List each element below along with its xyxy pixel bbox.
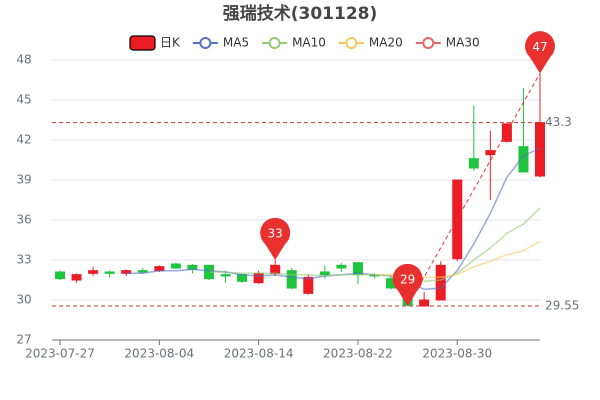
candle-body — [485, 150, 496, 156]
x-tick-label: 2023-08-30 — [422, 347, 492, 361]
y-tick-label: 36 — [16, 213, 31, 227]
y-tick-label: 42 — [16, 133, 31, 147]
candle-body — [319, 271, 330, 276]
y-tick-label: 48 — [16, 53, 31, 67]
pin-label: 29 — [400, 273, 415, 287]
pin — [525, 31, 555, 74]
candle-body — [270, 264, 281, 274]
candle-body — [170, 263, 181, 269]
candle-body — [286, 270, 297, 289]
ma-line — [209, 207, 541, 283]
x-tick-label: 2023-08-22 — [323, 347, 393, 361]
x-tick-label: 2023-08-14 — [224, 347, 294, 361]
pin — [392, 263, 423, 306]
candle-body — [220, 274, 231, 277]
candle-body — [468, 158, 479, 169]
legend-icon — [268, 37, 281, 49]
legend-icon — [345, 37, 358, 49]
pin — [260, 217, 291, 260]
candle-body — [55, 271, 65, 280]
legend-icon — [422, 37, 435, 49]
pin-label: 33 — [268, 227, 283, 241]
reference-label: 29.55 — [545, 299, 579, 313]
legend-label: MA20 — [369, 36, 403, 50]
legend-item[interactable]: MA20 — [338, 36, 403, 50]
candle-body — [501, 123, 512, 142]
candle-body — [435, 264, 446, 301]
pin-marker: 29 — [392, 263, 423, 306]
x-tick-label: 2023-08-04 — [124, 347, 194, 361]
candle-body — [137, 270, 148, 273]
legend-item[interactable]: 日K — [129, 35, 181, 51]
legend-label: 日K — [160, 36, 181, 50]
legend-label: MA5 — [223, 36, 249, 50]
candle-body — [104, 271, 115, 274]
legend-item[interactable]: MA10 — [262, 36, 326, 50]
candle-body — [253, 272, 264, 284]
y-tick-label: 30 — [16, 293, 31, 307]
candle-body — [88, 270, 99, 274]
x-tick-label: 2023-07-27 — [25, 347, 95, 361]
y-tick-label: 45 — [16, 93, 31, 107]
pin-marker: 33 — [260, 217, 291, 260]
candle-body — [303, 276, 314, 294]
candle-body — [71, 274, 82, 281]
y-tick-label: 33 — [16, 253, 31, 267]
candle-body — [419, 299, 430, 307]
pin-label: 47 — [532, 40, 547, 54]
legend-icon — [129, 35, 156, 51]
legend-label: MA30 — [446, 36, 480, 50]
legend-item[interactable]: MA30 — [415, 36, 480, 50]
legend-label: MA10 — [292, 36, 326, 50]
y-tick-label: 27 — [16, 333, 31, 347]
chart-title: 强瑞技术(301128) — [223, 3, 378, 24]
candle-body — [336, 264, 347, 269]
reference-label: 43.3 — [545, 115, 572, 129]
legend-icon — [199, 37, 212, 49]
candle-body — [518, 146, 529, 173]
trend-line — [407, 73, 541, 307]
y-tick-label: 39 — [16, 173, 31, 187]
pin-marker: 47 — [525, 31, 555, 74]
legend-item[interactable]: MA5 — [192, 36, 249, 50]
candle-body — [535, 122, 545, 177]
